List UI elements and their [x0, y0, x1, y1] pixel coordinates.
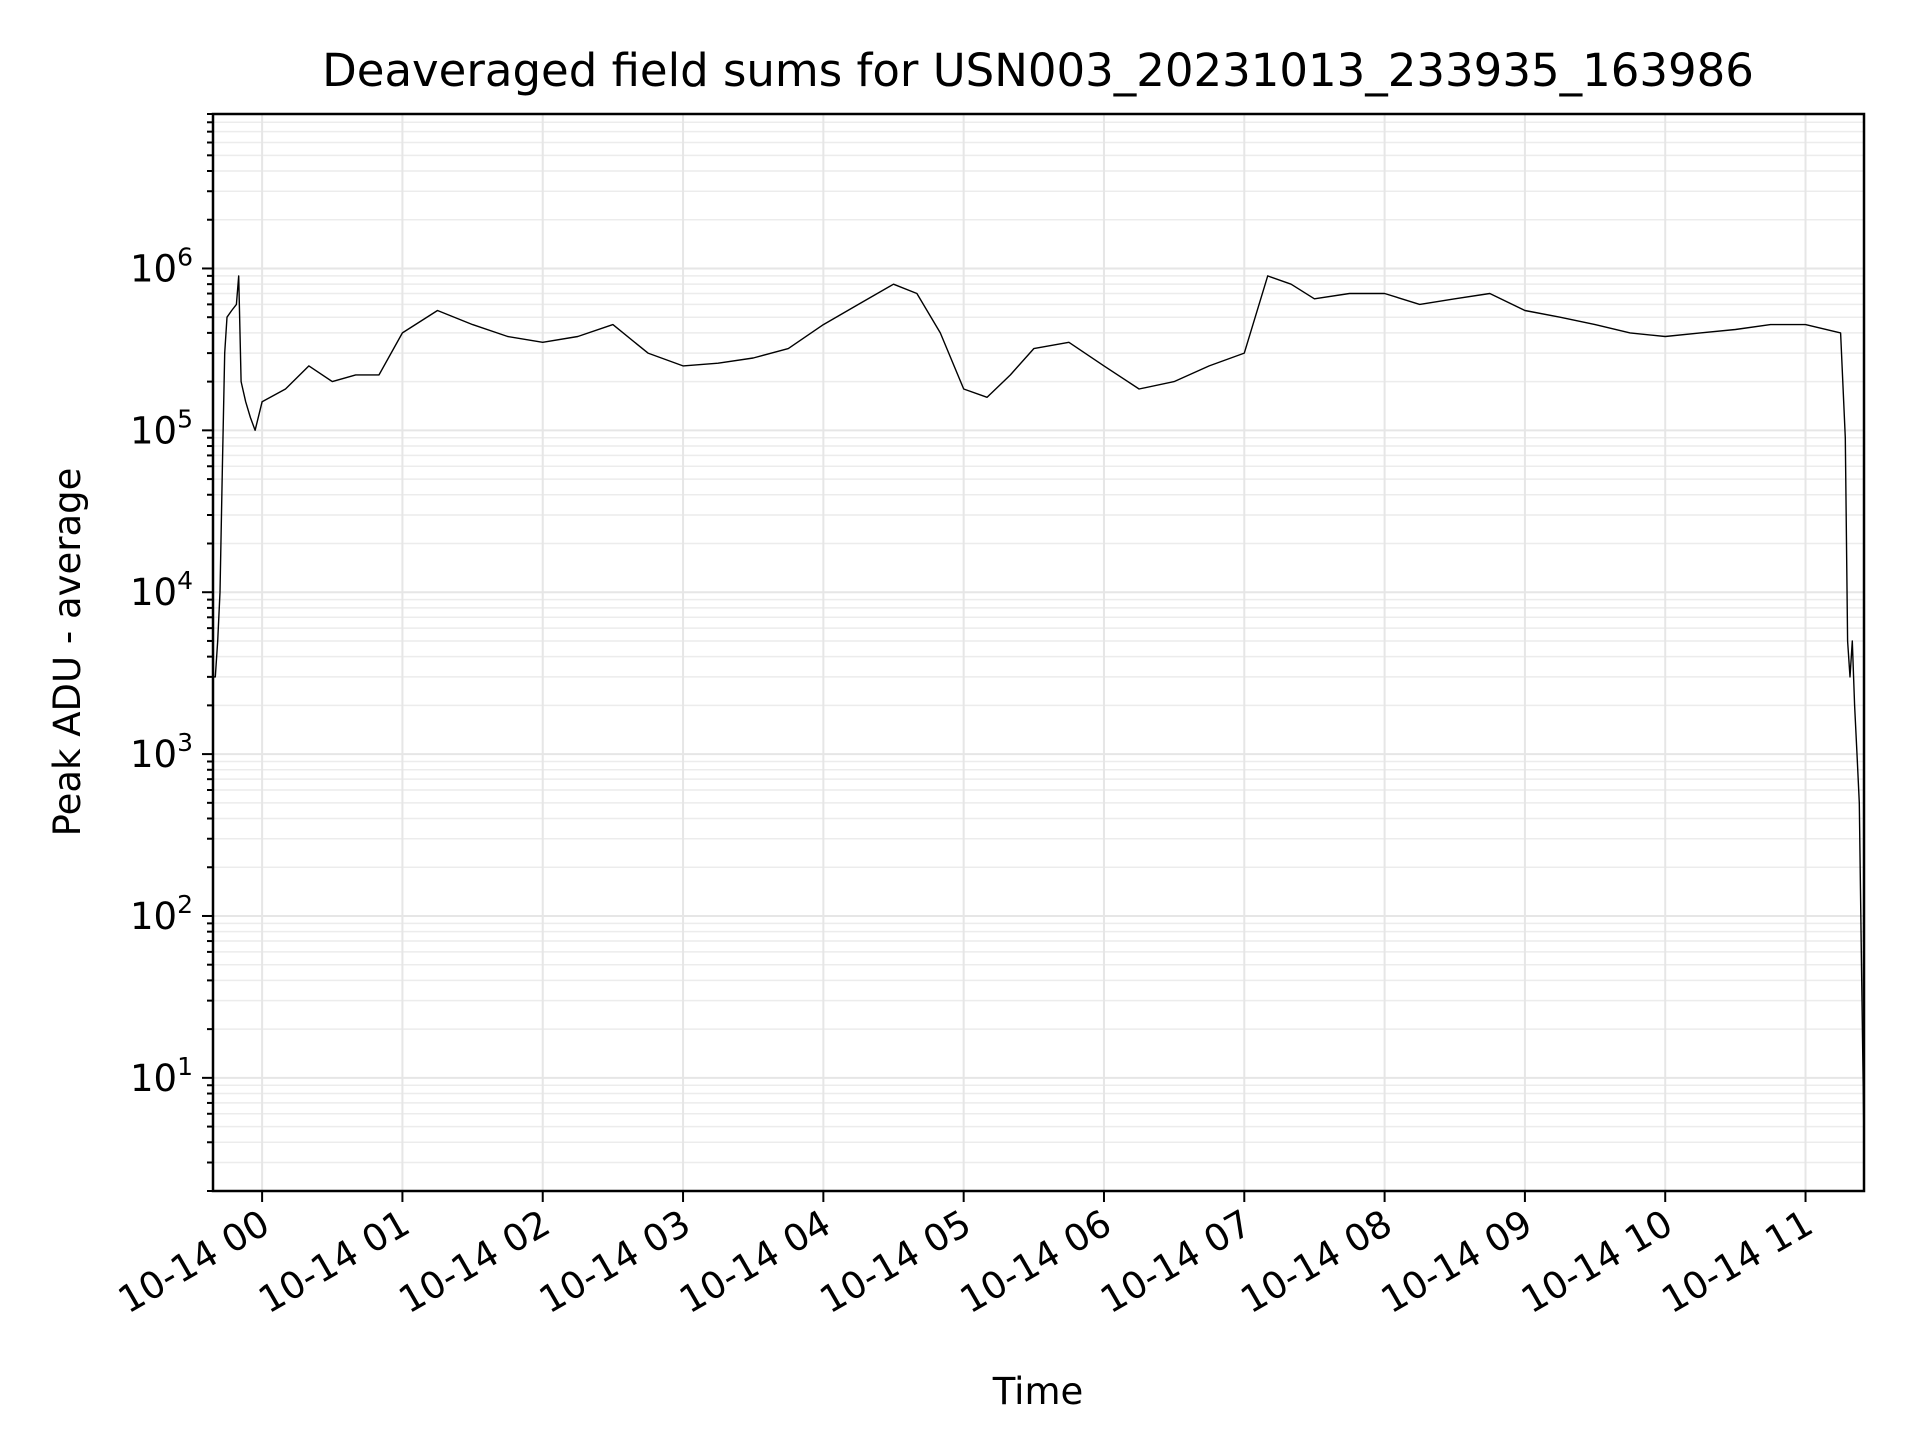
y-tick-label: 103	[130, 728, 193, 776]
grid	[213, 113, 1864, 1192]
y-tick-label: 105	[130, 404, 193, 452]
y-tick-label: 104	[130, 566, 193, 614]
y-axis-label: Peak ADU - average	[46, 468, 89, 837]
x-tick-label: 10-14 00	[111, 1202, 277, 1322]
y-tick-label: 102	[130, 890, 193, 938]
y-tick-label: 106	[130, 242, 193, 290]
x-tick-label: 10-14 05	[813, 1202, 979, 1322]
x-tick-label: 10-14 03	[532, 1202, 698, 1322]
y-tick-label: 101	[130, 1052, 193, 1100]
x-tick-label: 10-14 01	[251, 1202, 417, 1322]
x-tick-label: 10-14 02	[392, 1202, 558, 1322]
x-tick-label: 10-14 10	[1514, 1202, 1680, 1322]
chart-title: Deaveraged field sums for USN003_2023101…	[322, 44, 1754, 97]
x-tick-label: 10-14 09	[1374, 1202, 1540, 1322]
x-tick-label: 10-14 08	[1234, 1202, 1400, 1322]
x-axis-label: Time	[992, 1370, 1084, 1413]
x-tick-label: 10-14 06	[953, 1202, 1119, 1322]
x-tick-label: 10-14 04	[672, 1202, 838, 1322]
series-line	[213, 275, 1865, 1143]
plot-frame	[211, 112, 1866, 1193]
x-tick-label: 10-14 11	[1654, 1202, 1820, 1322]
x-tick-label: 10-14 07	[1093, 1202, 1259, 1322]
series-layer	[213, 275, 1865, 1143]
